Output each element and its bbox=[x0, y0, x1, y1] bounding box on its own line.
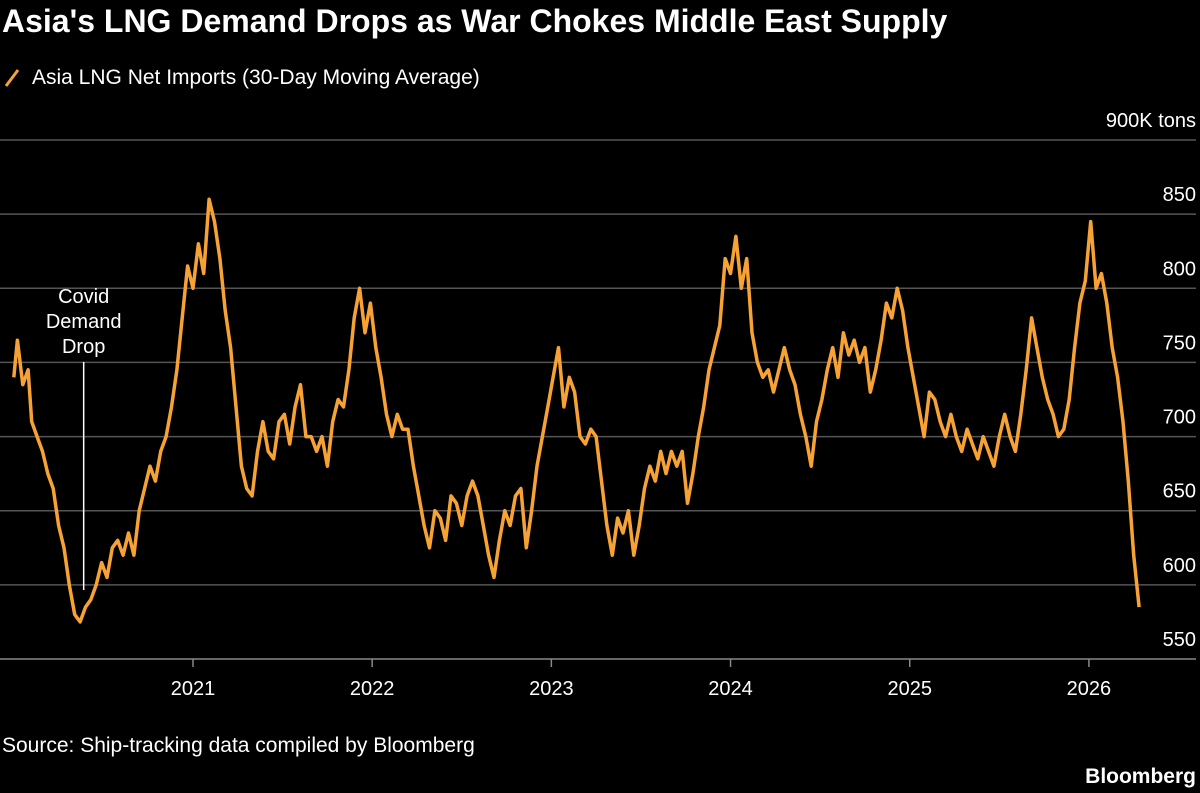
y-tick-label: 650 bbox=[1163, 481, 1196, 503]
x-tick-label: 2024 bbox=[708, 678, 753, 700]
annotation: Covid Demand Drop bbox=[45, 286, 122, 358]
source: Source: Ship-tracking data compiled by B… bbox=[2, 734, 475, 757]
y-tick-label: 900K tons bbox=[1106, 110, 1196, 132]
x-tick-label: 2025 bbox=[887, 678, 932, 700]
line-series bbox=[12, 197, 1141, 624]
y-tick-label: 700 bbox=[1163, 407, 1196, 429]
legend-icon bbox=[4, 69, 20, 87]
y-tick-label: 800 bbox=[1163, 258, 1196, 280]
legend-label: Asia LNG Net Imports (30-Day Moving Aver… bbox=[32, 66, 480, 89]
x-tick-label: 2023 bbox=[529, 678, 574, 700]
x-tick-label: 2021 bbox=[171, 678, 216, 700]
x-tick-label: 2022 bbox=[350, 678, 395, 700]
y-tick-label: 550 bbox=[1163, 629, 1196, 651]
x-tick-label: 2026 bbox=[1067, 678, 1112, 700]
y-tick-label: 750 bbox=[1163, 332, 1196, 354]
brand: Bloomberg bbox=[1085, 765, 1196, 788]
chart-title: Asia's LNG Demand Drops as War Chokes Mi… bbox=[2, 3, 948, 39]
y-tick-label: 850 bbox=[1163, 184, 1196, 206]
y-tick-label: 600 bbox=[1163, 555, 1196, 577]
